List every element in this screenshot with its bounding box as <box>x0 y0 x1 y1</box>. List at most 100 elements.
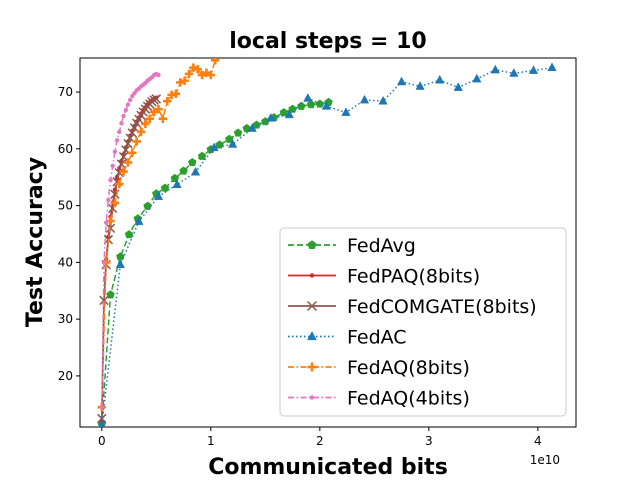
data-point <box>163 96 172 106</box>
x-tick-label: 4 <box>534 434 542 448</box>
data-point <box>172 179 182 188</box>
data-point <box>119 121 124 126</box>
data-point <box>233 128 243 137</box>
x-tick-label: 2 <box>316 434 324 448</box>
data-point <box>110 163 115 169</box>
data-point <box>321 101 331 110</box>
axes-frame <box>79 57 577 428</box>
data-point <box>153 191 164 200</box>
data-point <box>108 177 113 183</box>
data-point <box>490 64 500 74</box>
data-point <box>97 413 107 424</box>
data-point <box>106 197 111 203</box>
data-point <box>114 167 124 178</box>
data-point <box>307 330 317 341</box>
data-point <box>118 152 129 162</box>
data-point <box>341 107 351 116</box>
y-tick-label: 50 <box>58 199 73 213</box>
data-point <box>184 69 194 79</box>
legend-entry: FedAQ(8bits) <box>288 357 470 379</box>
data-point <box>127 97 133 103</box>
data-point <box>105 223 116 234</box>
data-point <box>176 78 185 87</box>
legend: FedAvg FedPAQ(8bits) FedCOMGATE(8bits) FedA… <box>279 227 567 417</box>
data-point <box>132 137 141 146</box>
data-point <box>225 134 234 143</box>
chart-title: local steps = 10 <box>229 29 426 54</box>
data-point <box>396 76 407 86</box>
data-point <box>197 70 207 80</box>
data-point <box>309 395 315 400</box>
y-tick-label: 40 <box>58 255 73 269</box>
series-line <box>101 60 216 408</box>
data-point <box>101 260 107 265</box>
data-point <box>528 65 539 74</box>
x-axis-title: Communicated bits <box>208 455 448 480</box>
data-point <box>306 100 316 109</box>
data-point <box>115 179 124 189</box>
data-point <box>123 108 128 113</box>
data-point <box>180 76 189 85</box>
legend-entry: FedAQ(4bits) <box>288 388 470 410</box>
data-point <box>114 138 120 143</box>
data-point <box>103 220 109 225</box>
data-point <box>227 139 238 148</box>
data-point <box>119 167 128 176</box>
data-point <box>279 107 289 117</box>
data-point <box>252 120 261 129</box>
data-point <box>378 95 388 105</box>
legend-entry: FedCOMGATE(8bits) <box>288 296 537 318</box>
data-point <box>306 300 318 312</box>
data-point <box>415 81 425 90</box>
data-point <box>143 201 152 210</box>
series-FedAQ(4bits) <box>99 71 161 410</box>
data-point <box>123 158 133 167</box>
data-point <box>141 119 150 129</box>
x-tick-label: 3 <box>425 434 433 448</box>
data-point <box>127 128 138 138</box>
y-tick-label: 20 <box>58 369 73 383</box>
data-point <box>145 114 154 123</box>
data-point <box>134 216 144 225</box>
data-point <box>202 68 211 77</box>
data-point <box>124 230 134 239</box>
x-axis-multiplier: 1e10 <box>530 453 560 467</box>
data-point <box>128 148 137 158</box>
data-point <box>307 240 317 249</box>
data-point <box>123 138 133 149</box>
data-point <box>106 290 115 299</box>
data-point <box>247 123 257 132</box>
plot-area: 0 1 2 3 4 20 30 40 50 60 70 <box>58 57 577 448</box>
data-point <box>187 157 197 167</box>
y-tick-label: 70 <box>58 85 73 99</box>
data-point <box>297 101 306 110</box>
legend-label: FedCOMGATE(8bits) <box>347 296 537 318</box>
data-point <box>307 362 317 372</box>
y-tick-label: 60 <box>58 142 73 156</box>
series-FedAC <box>98 62 557 427</box>
legend-box <box>279 227 567 417</box>
legend-label: FedAvg <box>347 235 416 257</box>
data-point <box>156 72 161 78</box>
legend-entry: FedAvg <box>288 235 416 257</box>
data-point <box>210 58 220 65</box>
data-point <box>215 140 224 149</box>
series-FedAQ(8bits) <box>97 58 220 412</box>
legend-label: FedAC <box>347 327 407 349</box>
data-point <box>453 82 463 91</box>
data-point <box>99 295 109 306</box>
data-point <box>472 73 482 83</box>
data-point <box>179 166 188 175</box>
y-tick-label: 30 <box>58 312 73 326</box>
data-point <box>509 68 519 77</box>
data-point <box>547 62 557 72</box>
data-point <box>284 109 294 119</box>
legend-label: FedAQ(4bits) <box>347 388 470 410</box>
data-point <box>112 149 118 154</box>
data-point <box>190 166 201 176</box>
data-point <box>359 94 370 104</box>
data-point <box>149 107 159 117</box>
data-point <box>189 63 198 72</box>
